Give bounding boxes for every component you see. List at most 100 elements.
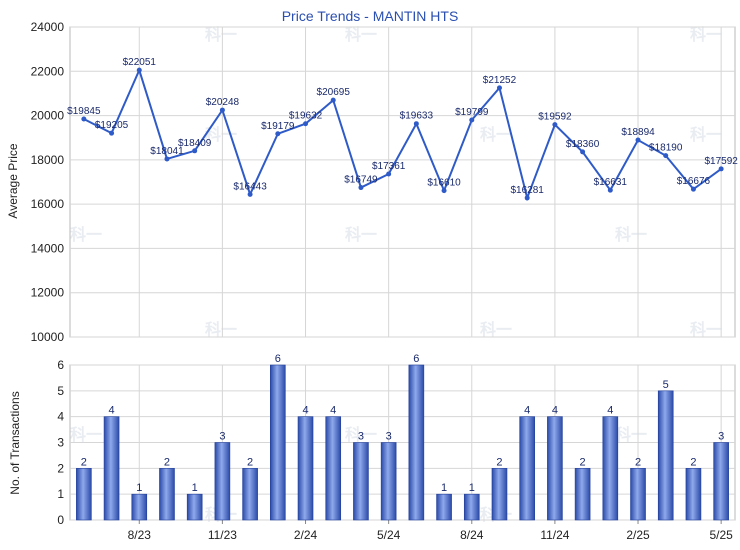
price-point [386,171,392,177]
transaction-bar [657,390,674,521]
x-tick-label: 11/23 [208,528,237,542]
bar-data-label: 5 [663,379,669,391]
price-y-tick-label: 22000 [31,64,65,78]
watermark: 科一 [615,425,647,444]
transaction-bar [436,493,452,521]
transaction-bar [408,364,425,521]
bar-data-label: 3 [718,431,724,443]
price-data-label: $19799 [455,107,489,118]
watermark: 科一 [690,320,722,339]
bar-data-label: 2 [635,456,641,468]
bar-data-label: 4 [330,405,336,417]
transaction-bar [547,416,563,521]
price-point [136,67,142,73]
bar-data-label: 4 [552,405,558,417]
price-point [219,107,225,113]
x-tick-label: 2/24 [294,528,318,542]
price-point [524,195,530,201]
watermark: 科一 [70,425,102,444]
bar-data-label: 4 [524,405,530,417]
watermark: 科一 [480,125,512,144]
x-tick-label: 8/24 [460,528,484,542]
bar-data-label: 6 [413,353,419,365]
x-tick-label: 8/23 [128,528,152,542]
x-tick-label: 2/25 [626,528,650,542]
chart-title: Price Trends - MANTIN HTS [282,8,459,24]
price-y-tick-label: 14000 [31,241,65,255]
price-point [413,121,419,127]
bar-y-tick-label: 6 [57,358,64,372]
price-point [607,187,613,193]
bar-data-label: 1 [441,482,447,494]
watermark: 科一 [345,25,377,44]
bar-y-tick-label: 1 [57,487,64,501]
bar-data-label: 4 [109,405,115,417]
transaction-bar [630,468,646,521]
price-data-label: $17361 [372,161,406,172]
transaction-bar [380,442,397,521]
transaction-bar [491,468,508,521]
price-data-label: $16631 [594,177,628,188]
bar-data-label: 1 [469,482,475,494]
price-point [330,97,336,103]
watermark-layer: 科一科一科一科一科一科一科一科一科一科一科一科一科一科一科一科一科一 [70,25,722,524]
watermark: 科一 [615,225,647,244]
bar-data-label: 6 [275,353,281,365]
price-series-line [83,67,722,202]
price-point [718,166,724,172]
price-data-label: $16281 [511,185,545,196]
price-y-tick-label: 24000 [31,20,65,34]
price-axis-label: Average Price [6,143,20,218]
bar-data-label: 2 [247,456,253,468]
price-point [109,130,115,136]
price-point [663,153,669,159]
watermark: 科一 [205,25,237,44]
price-point [358,185,364,191]
watermark: 科一 [345,425,377,444]
bar-y-tick-label: 4 [57,410,64,424]
transaction-bar [103,416,120,521]
price-data-label: $18190 [649,143,683,154]
watermark: 科一 [690,25,722,44]
price-data-label: $18360 [566,139,600,150]
bar-data-label: 3 [358,431,364,443]
price-y-tick-label: 18000 [31,153,65,167]
transaction-bar [76,468,92,521]
watermark: 科一 [205,320,237,339]
price-data-label: $19632 [289,111,323,122]
bar-y-tick-label: 3 [57,436,64,450]
bar-data-label: 3 [386,431,392,443]
transactions-axis-label: No. of Transactions [8,391,22,494]
price-y-tick-label: 12000 [31,286,65,300]
price-data-label: $20248 [206,97,240,108]
price-data-label: $19592 [538,112,572,123]
transaction-bar [242,468,258,521]
price-y-tick-label: 20000 [31,109,65,123]
price-y-tick-label: 10000 [31,330,65,344]
price-point [303,121,309,127]
transaction-bar [574,468,591,521]
transactions-bar-panel: 0 1 2 3 4 5 6 8/23 11/23 2/24 5/24 8/24 11/24 2/25 5/2… [57,353,736,542]
transaction-bar [685,468,702,521]
bar-data-label: 4 [302,405,308,417]
bar-data-label: 4 [607,405,613,417]
transaction-bar [159,468,175,521]
watermark: 科一 [690,125,722,144]
price-data-label: $16676 [677,176,711,187]
price-data-label: $19845 [67,106,101,117]
x-tick-label: 5/25 [709,528,733,542]
transaction-bar [713,442,729,521]
price-data-label: $19179 [261,121,295,132]
transaction-bar [131,493,148,521]
transaction-bar [186,493,203,521]
price-data-label: $18409 [178,138,212,149]
price-point [81,116,87,122]
bar-data-label: 2 [580,456,586,468]
x-tick-label: 5/24 [377,528,401,542]
bar-data-label: 2 [690,456,696,468]
price-data-label: $17592 [704,156,738,167]
transaction-bar [463,493,480,521]
transaction-bar [602,416,619,521]
bar-y-tick-label: 5 [57,384,64,398]
